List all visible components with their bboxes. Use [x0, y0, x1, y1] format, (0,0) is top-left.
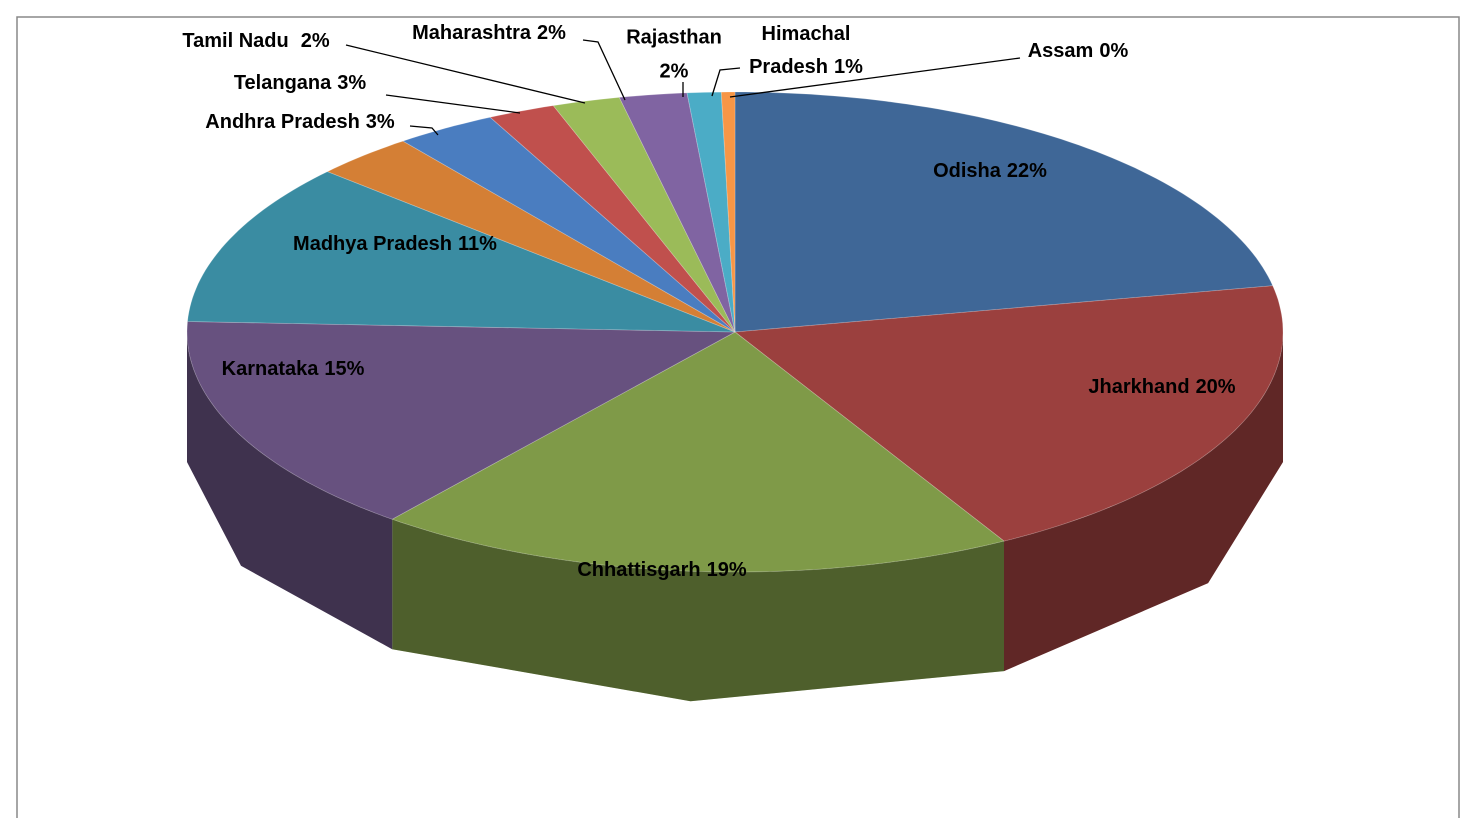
category-label: Tamil Nadu	[182, 30, 288, 52]
value-label: 11%	[458, 233, 497, 255]
leader-line	[582, 39, 626, 101]
data-label: Assam 0%	[1028, 40, 1129, 62]
slice-side-shade	[1004, 332, 1283, 672]
value-label: 0%	[1099, 40, 1128, 62]
category-label: Assam	[1028, 40, 1094, 62]
slice	[720, 91, 736, 333]
data-label: Odisha 22%	[933, 160, 1047, 182]
leader-line	[729, 57, 1021, 98]
leader-line	[345, 44, 586, 104]
slice-side-shade	[392, 519, 1004, 702]
slice-side	[1004, 332, 1283, 672]
value-label: 1%	[834, 56, 863, 78]
value-label: 19%	[707, 559, 747, 581]
value-label: 22%	[1007, 160, 1047, 182]
data-label: Rajasthan	[626, 26, 722, 48]
value-label: 2%	[301, 30, 330, 52]
slice	[402, 116, 736, 333]
slice	[391, 331, 1005, 573]
category-label: Madhya Pradesh	[293, 233, 452, 255]
category-label: Andhra Pradesh	[205, 111, 359, 133]
slice	[489, 105, 736, 333]
leader-line	[385, 94, 521, 114]
data-label: Himachal	[762, 23, 851, 45]
chart-border	[16, 16, 1460, 818]
slice-side-shade	[187, 332, 393, 650]
slice	[326, 140, 736, 333]
data-label: Andhra Pradesh 3%	[205, 111, 395, 133]
category-label: Maharashtra	[412, 22, 532, 44]
value-label: 2%	[537, 22, 566, 44]
value-label: 3%	[337, 72, 366, 94]
category-label: Odisha	[933, 160, 1002, 182]
label-line: Pradesh	[749, 56, 828, 78]
category-label: Chhattisgarh	[577, 559, 700, 581]
leader-line	[409, 125, 439, 136]
category-label: Jharkhand	[1088, 376, 1189, 398]
leader-line	[711, 67, 741, 97]
category-label: Telangana	[234, 72, 332, 94]
data-label: 2%	[660, 60, 689, 82]
slice	[552, 96, 736, 333]
slice	[734, 91, 1274, 333]
data-label: Telangana 3%	[234, 72, 367, 94]
value-label: 15%	[324, 358, 364, 380]
data-label: Karnataka 15%	[222, 358, 365, 380]
label-line: Himachal	[762, 23, 851, 45]
data-label: Pradesh 1%	[749, 56, 863, 78]
data-label: Tamil Nadu 2%	[182, 30, 329, 52]
value-label: 20%	[1196, 376, 1236, 398]
slice	[187, 171, 736, 333]
slice	[733, 285, 1284, 542]
data-label: Chhattisgarh 19%	[577, 559, 747, 581]
slice	[186, 321, 737, 520]
data-label: Maharashtra 2%	[412, 22, 566, 44]
slice-side	[392, 519, 1004, 702]
data-label: Madhya Pradesh 11%	[293, 233, 497, 255]
slice-side	[187, 332, 393, 650]
data-label: Jharkhand 20%	[1088, 376, 1235, 398]
value-label: 3%	[366, 111, 395, 133]
category-label: Karnataka	[222, 358, 320, 380]
